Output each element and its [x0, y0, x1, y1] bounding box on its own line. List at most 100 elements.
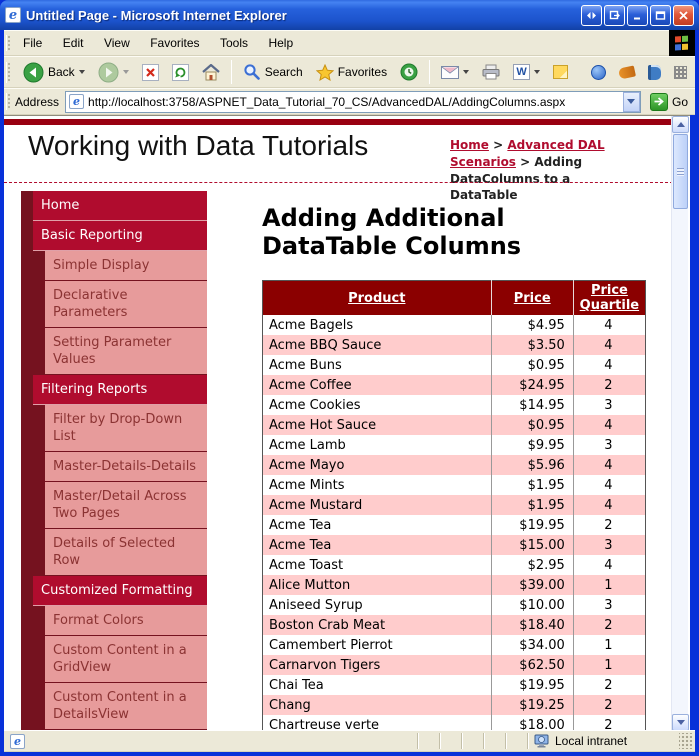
chevron-up-icon: [676, 122, 685, 127]
maximize-button[interactable]: [650, 4, 671, 26]
sidebar-item-label: Master-Details-Details: [53, 459, 197, 474]
minimize-button[interactable]: [627, 4, 648, 26]
mail-dropdown-icon[interactable]: [463, 70, 470, 74]
menubar-grip[interactable]: [6, 34, 10, 52]
price-cell: $24.95: [490, 375, 574, 395]
menu-item[interactable]: Help: [268, 36, 294, 50]
sidebar-item[interactable]: Custom Content in a GridView: [45, 636, 207, 683]
history-icon: [400, 63, 418, 81]
messenger-grid-icon: [674, 65, 688, 79]
forward-button[interactable]: [93, 60, 134, 85]
menu-item[interactable]: Favorites: [150, 36, 200, 50]
menu-item[interactable]: View: [103, 36, 130, 50]
menu-item[interactable]: File: [23, 36, 43, 50]
address-input[interactable]: http://localhost:3758/ASPNET_Data_Tutori…: [65, 90, 641, 113]
sidebar-item-label: Declarative Parameters: [53, 288, 128, 320]
addressbar-grip[interactable]: [6, 92, 10, 111]
product-cell: Acme Cookies: [269, 398, 361, 413]
table-row: Aniseed Syrup $10.00 3: [263, 595, 646, 615]
product-cell: Camembert Pierrot: [269, 638, 393, 653]
quartile-cell: 2: [572, 675, 646, 695]
messenger-grid-button[interactable]: [669, 64, 692, 81]
table-row: Alice Mutton $39.00 1: [262, 575, 646, 595]
forward-dropdown-icon[interactable]: [122, 70, 129, 74]
msn-button[interactable]: [586, 63, 611, 82]
refresh-button[interactable]: [167, 62, 194, 83]
status-cell: [461, 733, 483, 749]
stop-button[interactable]: [137, 62, 164, 83]
resize-grip-icon[interactable]: [679, 733, 693, 749]
quartile-cell: 3: [572, 435, 646, 455]
ie-logo-icon: [5, 7, 21, 23]
product-cell: Alice Mutton: [269, 578, 351, 593]
back-dropdown-icon[interactable]: [78, 70, 85, 74]
sidebar-item[interactable]: Details of Selected Row: [45, 529, 207, 576]
popout-button[interactable]: [604, 4, 625, 26]
back-button[interactable]: Back: [18, 60, 90, 85]
quartile-cell: 3: [572, 395, 646, 415]
menu-item[interactable]: Tools: [220, 36, 249, 50]
toolbar-grip[interactable]: [6, 61, 10, 83]
title-bar[interactable]: Untitled Page - Microsoft Internet Explo…: [0, 0, 699, 30]
table-row: Acme Lamb $9.95 3: [263, 435, 646, 455]
resize-arrows-button[interactable]: [581, 4, 602, 26]
sidebar-item[interactable]: Basic Reporting: [33, 221, 207, 251]
sidebar-item[interactable]: Master/Detail Across Two Pages: [45, 482, 207, 529]
menu-item[interactable]: Edit: [62, 36, 84, 50]
addon-button[interactable]: [614, 64, 640, 80]
table-row: Camembert Pierrot $34.00 1: [263, 635, 646, 655]
vertical-scrollbar[interactable]: [671, 116, 689, 730]
price-cell: $3.50: [490, 335, 574, 355]
sidebar-item[interactable]: Filtering Reports: [33, 375, 207, 405]
mail-button[interactable]: [436, 64, 474, 81]
price-cell: $1.95: [490, 495, 574, 515]
go-arrow-icon: [649, 92, 668, 111]
scroll-down-button[interactable]: [672, 714, 689, 730]
product-cell: Carnarvon Tigers: [269, 658, 381, 673]
search-button[interactable]: Search: [238, 61, 308, 83]
sidebar-item[interactable]: Custom Content in a DetailsView: [45, 683, 207, 730]
refresh-icon: [171, 63, 189, 81]
standard-toolbar: Back Search Favorites: [4, 56, 695, 88]
sort-price-quartile-link[interactable]: Price Quartile: [579, 283, 640, 313]
windows-throbber-icon: [669, 30, 695, 56]
sidebar-item[interactable]: Format Colors: [45, 606, 207, 636]
table-row: Boston Crab Meat $18.40 2: [262, 615, 646, 635]
word-dropdown-icon[interactable]: [534, 70, 541, 74]
close-button[interactable]: [673, 4, 694, 26]
home-button[interactable]: [197, 62, 225, 83]
breadcrumb-home-link[interactable]: Home: [450, 138, 489, 152]
sidebar-item[interactable]: Home: [33, 191, 207, 221]
sidebar-item[interactable]: Filter by Drop-Down List: [45, 405, 207, 452]
price-cell: $19.95: [490, 515, 574, 535]
go-button[interactable]: Go: [647, 92, 691, 112]
quartile-cell: 2: [572, 615, 646, 635]
edit-with-word-button[interactable]: [508, 62, 545, 82]
price-cell: $1.95: [490, 475, 574, 495]
price-cell: $0.95: [490, 355, 574, 375]
scroll-up-button[interactable]: [672, 116, 689, 133]
sidebar-item[interactable]: Customized Formatting: [33, 576, 207, 606]
price-cell: $2.95: [490, 555, 574, 575]
sort-price-link[interactable]: Price: [513, 290, 551, 306]
favorites-button[interactable]: Favorites: [311, 62, 392, 83]
sidebar-item[interactable]: Simple Display: [45, 251, 207, 281]
history-button[interactable]: [395, 61, 423, 83]
scrollbar-thumb[interactable]: [673, 134, 688, 209]
breadcrumb-advanced-dal-link[interactable]: Advanced DAL Scenarios: [450, 138, 605, 169]
url-text[interactable]: http://localhost:3758/ASPNET_Data_Tutori…: [88, 94, 566, 109]
window-title: Untitled Page - Microsoft Internet Explo…: [26, 7, 287, 23]
sidebar-item[interactable]: Setting Parameter Values: [45, 328, 207, 375]
menu-bar: File Edit View Favorites Tools Help: [4, 30, 695, 56]
research-button[interactable]: [643, 63, 666, 82]
sidebar-item[interactable]: Master-Details-Details: [45, 452, 207, 482]
messenger-note-button[interactable]: [548, 63, 573, 81]
sidebar-item-label: Custom Content in a GridView: [53, 643, 187, 675]
address-dropdown-button[interactable]: [622, 91, 640, 112]
table-row: Acme Mints $1.95 4: [263, 475, 646, 495]
price-cell: $15.00: [490, 535, 574, 555]
print-button[interactable]: [477, 62, 505, 82]
sidebar-item[interactable]: Declarative Parameters: [45, 281, 207, 328]
product-cell: Acme Tea: [269, 518, 332, 533]
sort-product-link[interactable]: Product: [348, 290, 406, 306]
